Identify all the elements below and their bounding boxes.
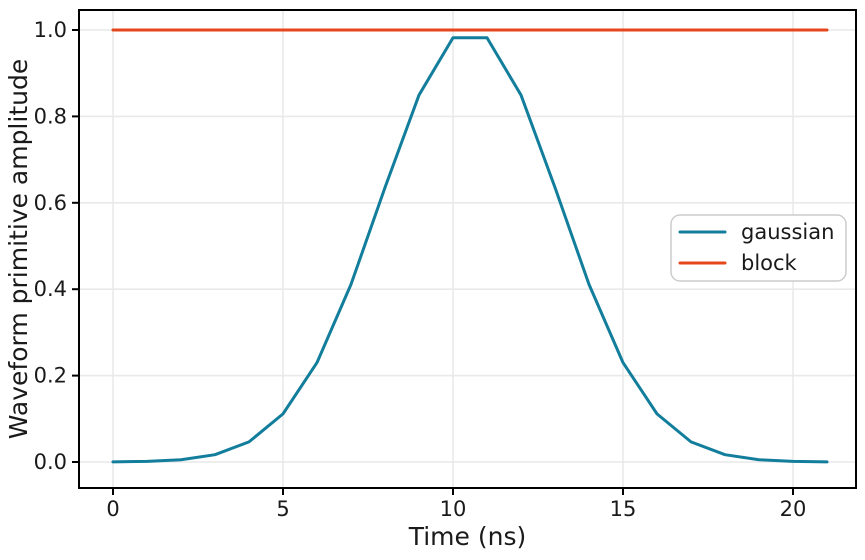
x-tick-label-2: 10 bbox=[440, 497, 467, 521]
x-axis-label: Time (ns) bbox=[408, 522, 527, 551]
legend-label-gaussian: gaussian bbox=[741, 220, 834, 244]
y-tick-label-5: 1.0 bbox=[34, 18, 67, 42]
y-tick-label-3: 0.6 bbox=[34, 191, 67, 215]
x-tick-labels: 0 5 10 15 20 bbox=[106, 497, 806, 521]
y-tick-label-4: 0.8 bbox=[34, 104, 67, 128]
y-tick-label-0: 0.0 bbox=[34, 450, 67, 474]
y-tick-label-2: 0.4 bbox=[34, 277, 67, 301]
x-tick-label-3: 15 bbox=[610, 497, 637, 521]
y-tick-label-1: 0.2 bbox=[34, 364, 67, 388]
plot-border bbox=[78, 9, 857, 489]
legend: gaussian block bbox=[670, 214, 847, 282]
x-tick-label-0: 0 bbox=[106, 497, 119, 521]
y-axis-label: Waveform primitive amplitude bbox=[4, 59, 33, 439]
x-tick-label-1: 5 bbox=[276, 497, 289, 521]
gaussian-series-line bbox=[111, 36, 829, 464]
y-tick-labels: 0.0 0.2 0.4 0.6 0.8 1.0 bbox=[34, 18, 67, 474]
x-tick-label-4: 20 bbox=[780, 497, 807, 521]
axis-ticks bbox=[72, 29, 794, 495]
legend-label-block: block bbox=[741, 251, 798, 275]
series-lines bbox=[111, 28, 829, 464]
